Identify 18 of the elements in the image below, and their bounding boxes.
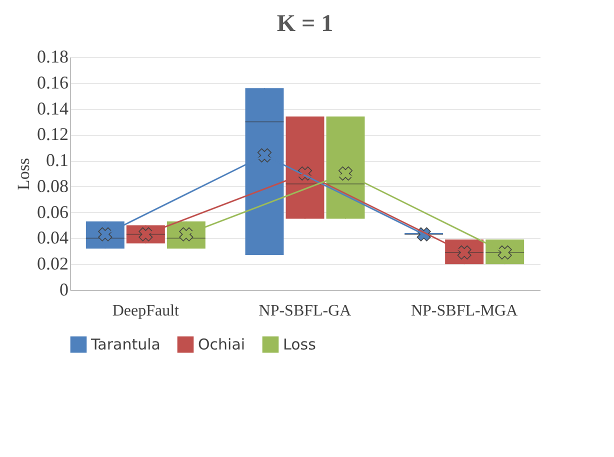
x-tick-label: NP-SBFL-GA	[258, 302, 352, 320]
y-tick-label: 0.02	[37, 254, 68, 274]
y-tick-label: 0.12	[37, 124, 68, 144]
y-tick-label: 0.06	[37, 202, 68, 222]
legend-label: Tarantula	[90, 336, 160, 354]
y-tick-label: 0.1	[46, 150, 68, 170]
y-tick-label: 0	[60, 280, 68, 300]
legend-label: Loss	[283, 336, 316, 354]
chart-title: K = 1	[276, 11, 334, 37]
y-tick-label: 0.04	[37, 228, 68, 248]
y-axis-title: Loss	[14, 158, 33, 190]
x-tick-label: NP-SBFL-MGA	[410, 302, 518, 320]
y-tick-label: 0.18	[37, 46, 68, 66]
y-tick-label: 0.14	[37, 98, 68, 118]
legend-label: Ochiai	[198, 336, 246, 354]
y-tick-label: 0.08	[37, 176, 68, 196]
x-tick-label: DeepFault	[112, 302, 180, 320]
y-tick-label: 0.16	[37, 72, 68, 92]
